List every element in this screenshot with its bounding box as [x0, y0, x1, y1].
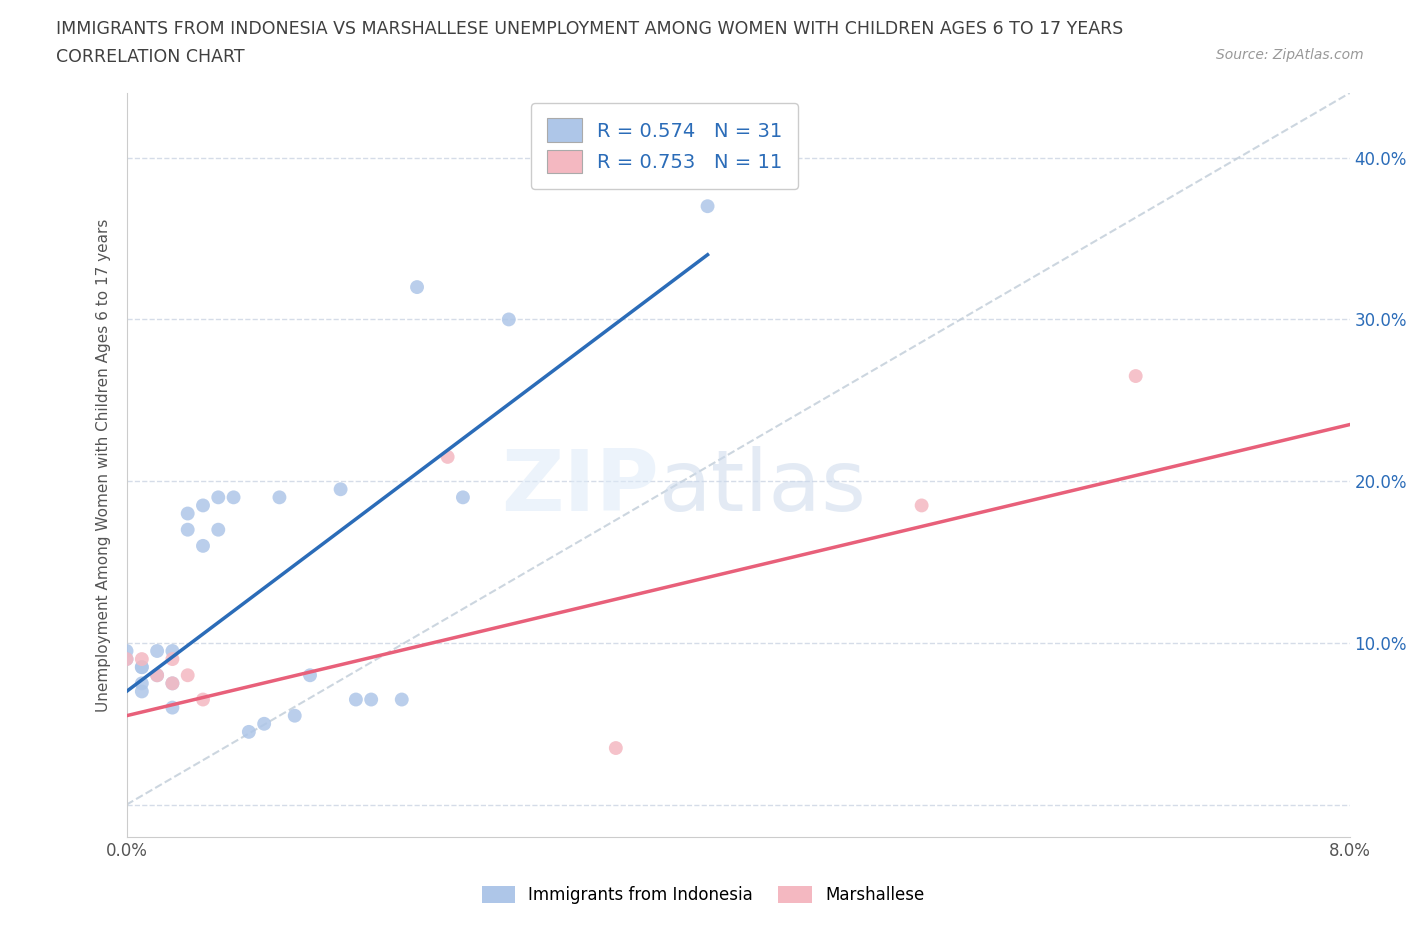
Point — [131, 676, 153, 691]
Legend: Immigrants from Indonesia, Marshallese: Immigrants from Indonesia, Marshallese — [474, 878, 932, 912]
Legend: R = 0.574   N = 31, R = 0.753   N = 11: R = 0.574 N = 31, R = 0.753 N = 11 — [531, 102, 799, 189]
Point — [115, 652, 138, 667]
Y-axis label: Unemployment Among Women with Children Ages 6 to 17 years: Unemployment Among Women with Children A… — [96, 219, 111, 711]
Point — [115, 652, 138, 667]
Point — [498, 312, 520, 326]
Point — [360, 692, 382, 707]
Point — [162, 676, 184, 691]
Text: IMMIGRANTS FROM INDONESIA VS MARSHALLESE UNEMPLOYMENT AMONG WOMEN WITH CHILDREN : IMMIGRANTS FROM INDONESIA VS MARSHALLESE… — [56, 20, 1123, 38]
Point — [146, 668, 169, 683]
Text: Source: ZipAtlas.com: Source: ZipAtlas.com — [1216, 48, 1364, 62]
Text: ZIP: ZIP — [501, 445, 658, 529]
Point — [162, 644, 184, 658]
Point — [696, 199, 718, 214]
Text: CORRELATION CHART: CORRELATION CHART — [56, 48, 245, 66]
Point — [253, 716, 276, 731]
Point — [131, 659, 153, 674]
Point — [162, 700, 184, 715]
Point — [131, 652, 153, 667]
Point — [284, 709, 307, 724]
Point — [177, 523, 200, 538]
Point — [191, 692, 214, 707]
Point — [207, 490, 229, 505]
Point — [344, 692, 367, 707]
Point — [605, 740, 627, 755]
Point — [391, 692, 413, 707]
Point — [911, 498, 934, 512]
Point — [238, 724, 260, 739]
Point — [451, 490, 474, 505]
Point — [269, 490, 291, 505]
Point — [1125, 368, 1147, 383]
Point — [329, 482, 352, 497]
Point — [115, 644, 138, 658]
Point — [146, 644, 169, 658]
Point — [131, 659, 153, 674]
Point — [191, 498, 214, 512]
Point — [191, 538, 214, 553]
Point — [222, 490, 245, 505]
Point — [162, 676, 184, 691]
Point — [436, 449, 458, 464]
Text: atlas: atlas — [658, 445, 866, 529]
Point — [162, 652, 184, 667]
Point — [177, 506, 200, 521]
Point — [177, 668, 200, 683]
Point — [207, 523, 229, 538]
Point — [299, 668, 322, 683]
Point — [131, 684, 153, 698]
Point — [146, 668, 169, 683]
Point — [406, 280, 429, 295]
